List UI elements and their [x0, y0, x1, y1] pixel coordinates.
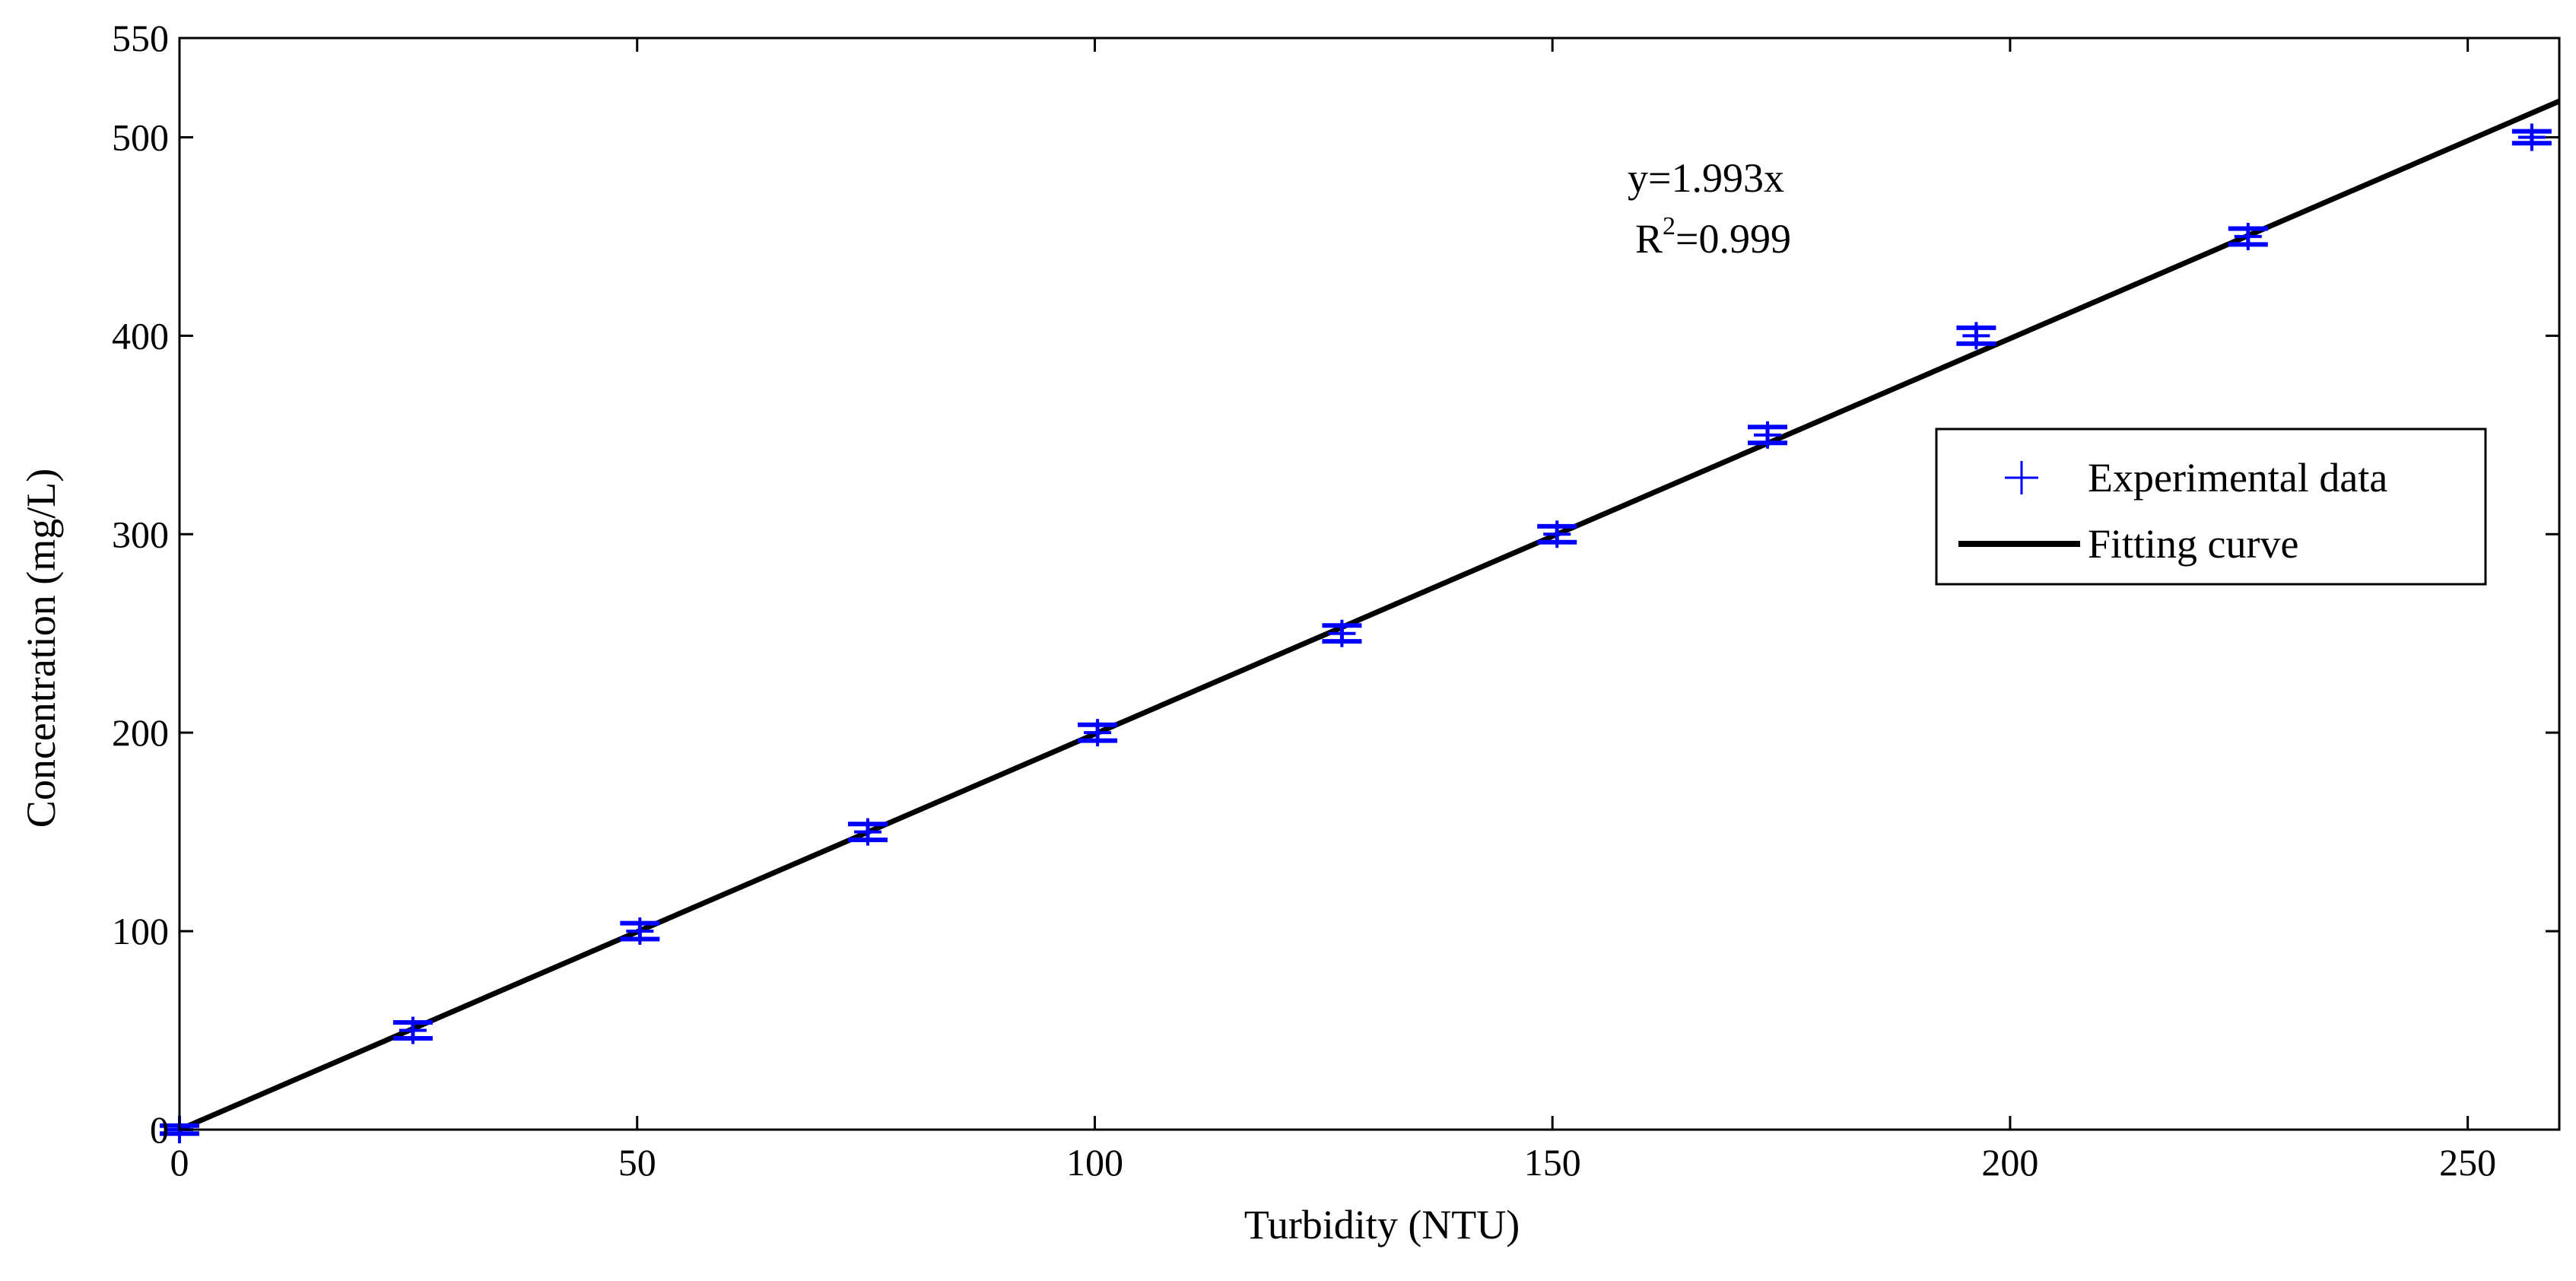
- legend-box: [1935, 428, 2487, 586]
- x-tick-label: 0: [170, 1141, 189, 1184]
- data-point: [1956, 322, 1996, 350]
- legend-marker-experimental: [2005, 461, 2038, 494]
- x-tick-label: 250: [2439, 1141, 2496, 1184]
- y-tick-label: 500: [112, 116, 169, 158]
- y-tick-label: 100: [112, 910, 169, 952]
- plot-frame: [178, 37, 2561, 1131]
- y-tick-label: 300: [112, 513, 169, 555]
- y-tick-label: 550: [112, 17, 169, 59]
- legend: Experimental data Fitting curve: [1935, 428, 2487, 586]
- x-tick-label: 50: [618, 1141, 656, 1184]
- y-tick-label: 0: [150, 1108, 169, 1151]
- data-point: [1537, 520, 1577, 548]
- x-axis-title: Turbidity (NTU): [1244, 1202, 1520, 1248]
- data-point: [2511, 123, 2552, 151]
- fitting-curve-line: [178, 98, 2561, 1133]
- data-point: [620, 917, 660, 946]
- y-tick-label: 400: [112, 314, 169, 357]
- data-point: [1322, 619, 1362, 647]
- x-tick-label: 150: [1524, 1141, 1581, 1184]
- legend-label-fit: Fitting curve: [2088, 521, 2298, 567]
- data-point: [2228, 222, 2268, 250]
- r-squared: R2=0.999: [1635, 212, 1791, 262]
- fit-equation: y=1.993x: [1628, 155, 1784, 201]
- y-axis-title: Concentration (mg/L): [18, 469, 64, 828]
- y-tick-label: 200: [112, 711, 169, 754]
- x-tick-label: 100: [1066, 1141, 1123, 1184]
- data-point: [848, 818, 888, 846]
- r-squared-superscript: 2: [1663, 212, 1676, 240]
- x-tick-label: 200: [1981, 1141, 2038, 1184]
- data-point: [1748, 421, 1788, 449]
- legend-label-experimental: Experimental data: [2088, 455, 2387, 501]
- r-squared-prefix: R: [1635, 216, 1663, 262]
- data-point: [1078, 719, 1118, 747]
- r-squared-value: =0.999: [1676, 216, 1791, 262]
- data-point: [392, 1016, 433, 1044]
